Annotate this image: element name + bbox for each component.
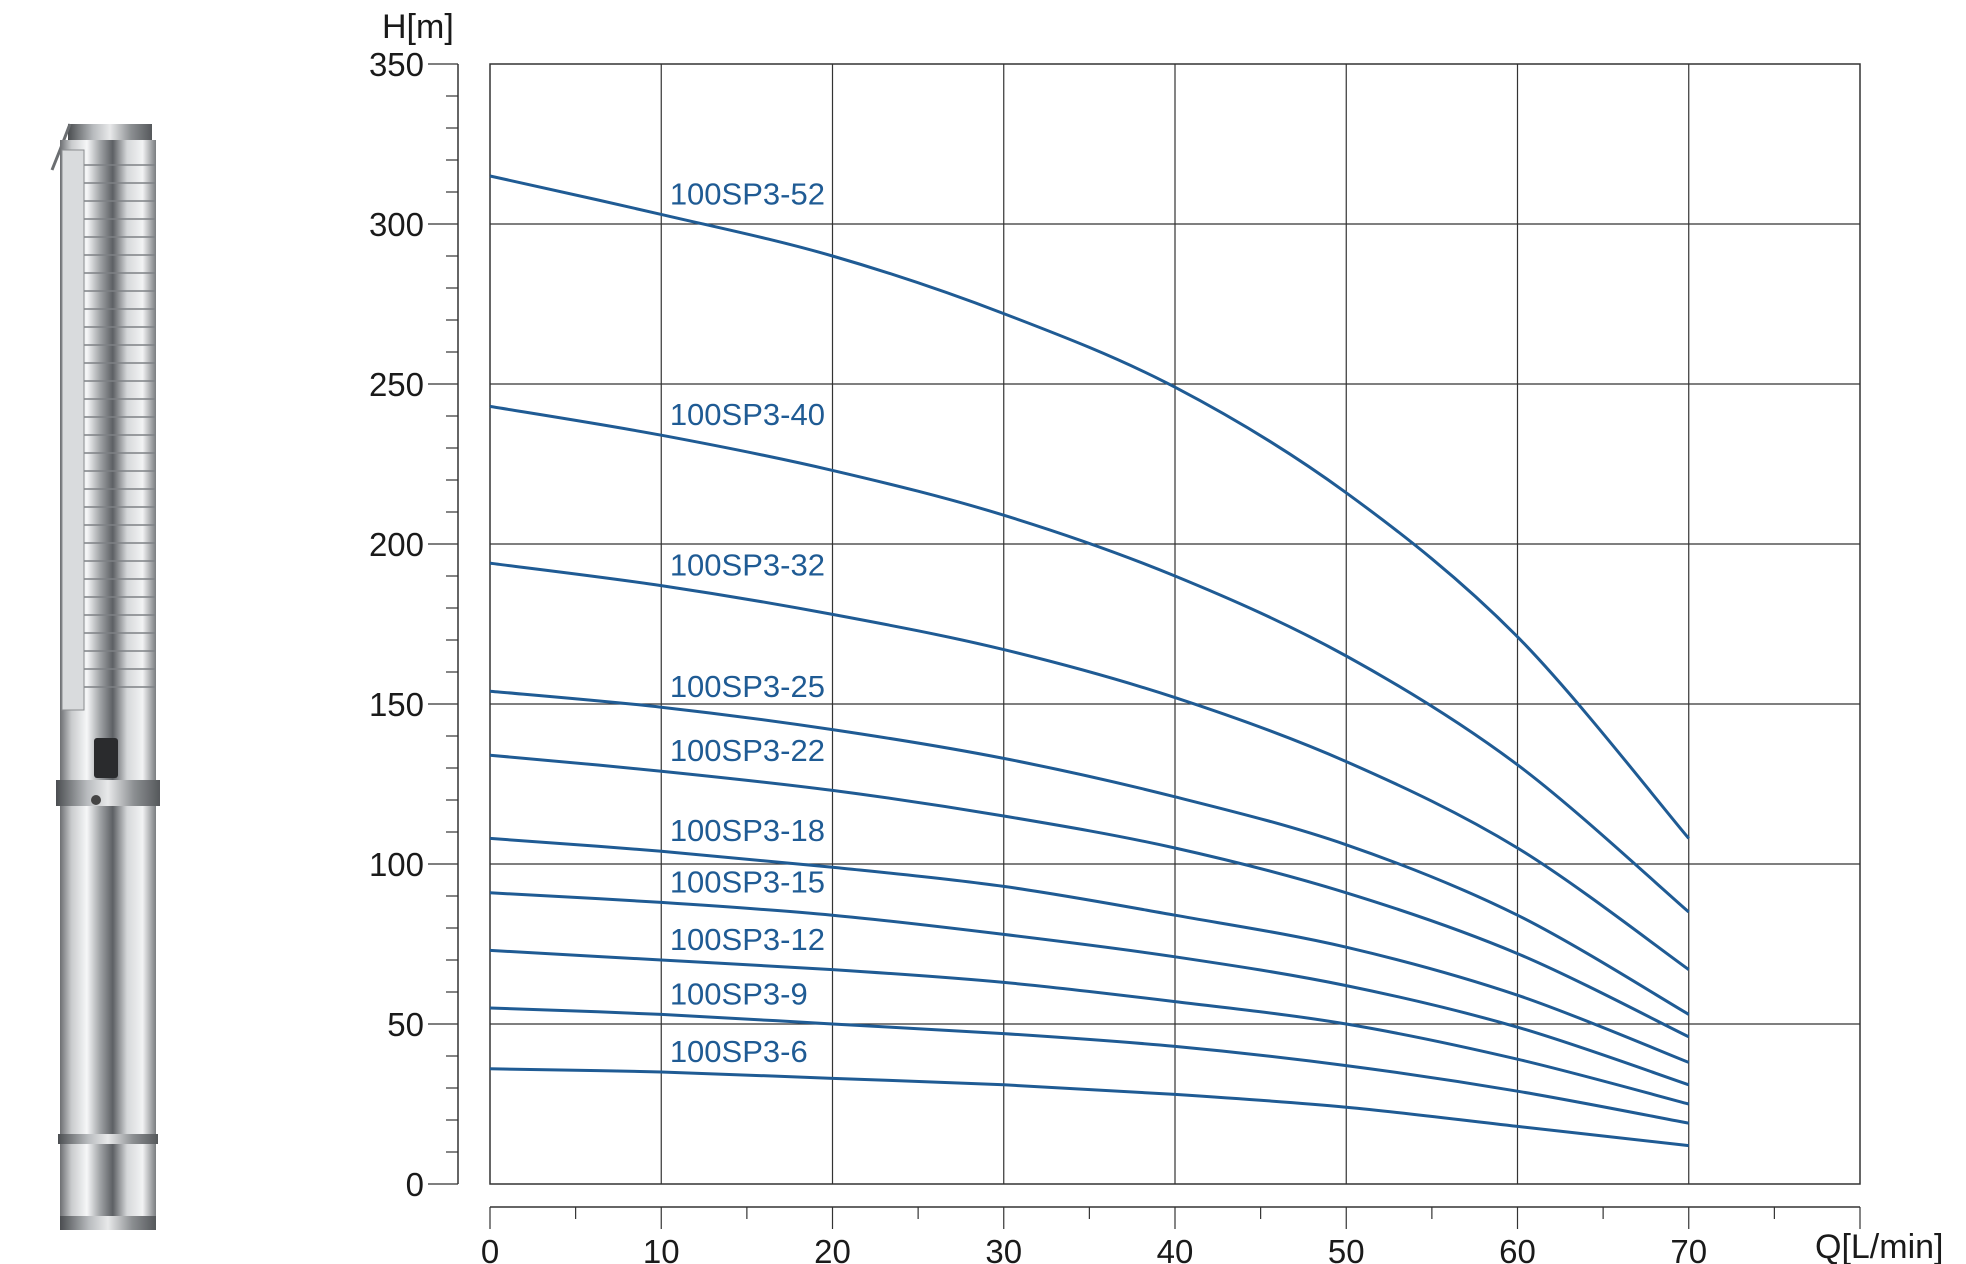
chart-axes: 0 50 100 150 200 250 300 350 0 10 20 30 40 50 60 70 bbox=[369, 46, 1861, 1264]
chart-curve-labels: 100SP3-52 100SP3-40 100SP3-32 100SP3-25 100S… bbox=[670, 176, 825, 1069]
y-tick-label: 100 bbox=[369, 846, 424, 883]
curve-100SP3-25 bbox=[489, 689, 1690, 1016]
y-tick-label: 300 bbox=[369, 206, 424, 243]
x-tick-label: 10 bbox=[643, 1233, 680, 1264]
x-tick-label: 50 bbox=[1328, 1233, 1365, 1264]
curve-label: 100SP3-32 bbox=[670, 548, 825, 583]
curve-100SP3-18 bbox=[489, 836, 1690, 1064]
x-tick-label: 0 bbox=[481, 1233, 499, 1264]
curve-100SP3-12 bbox=[489, 948, 1690, 1106]
y-tick-label: 350 bbox=[369, 46, 424, 83]
curve-label: 100SP3-25 bbox=[670, 669, 825, 704]
x-tick-label: 40 bbox=[1157, 1233, 1194, 1264]
curve-label: 100SP3-40 bbox=[670, 397, 825, 432]
y-axis-title: H[m] bbox=[382, 8, 454, 46]
submersible-pump-icon bbox=[50, 123, 160, 1230]
curve-100SP3-52 bbox=[489, 174, 1690, 840]
x-tick-label: 60 bbox=[1499, 1233, 1536, 1264]
curve-label: 100SP3-22 bbox=[670, 733, 825, 768]
chart-curves bbox=[489, 174, 1690, 1148]
y-tick-label: 0 bbox=[406, 1166, 424, 1203]
curve-label: 100SP3-18 bbox=[670, 813, 825, 848]
curve-label: 100SP3-12 bbox=[670, 922, 825, 957]
curve-100SP3-9 bbox=[489, 1006, 1690, 1125]
chart-grid bbox=[489, 63, 1861, 1185]
y-tick-label: 50 bbox=[387, 1006, 424, 1043]
x-axis-title: Q[L/min] bbox=[1815, 1228, 1943, 1264]
curve-100SP3-32 bbox=[489, 561, 1690, 971]
y-tick-label: 150 bbox=[369, 686, 424, 723]
curve-label: 100SP3-9 bbox=[670, 976, 808, 1011]
curve-label: 100SP3-52 bbox=[670, 176, 825, 211]
curve-100SP3-40 bbox=[489, 404, 1690, 914]
curve-100SP3-6 bbox=[489, 1067, 1689, 1148]
curve-100SP3-15 bbox=[489, 891, 1690, 1087]
curve-label: 100SP3-6 bbox=[670, 1034, 808, 1069]
y-tick-label: 200 bbox=[369, 526, 424, 563]
y-tick-label: 250 bbox=[369, 366, 424, 403]
curve-label: 100SP3-15 bbox=[670, 864, 825, 899]
x-tick-label: 70 bbox=[1670, 1233, 1707, 1264]
x-tick-label: 20 bbox=[814, 1233, 851, 1264]
x-tick-label: 30 bbox=[985, 1233, 1022, 1264]
curve-100SP3-22 bbox=[489, 753, 1690, 1039]
